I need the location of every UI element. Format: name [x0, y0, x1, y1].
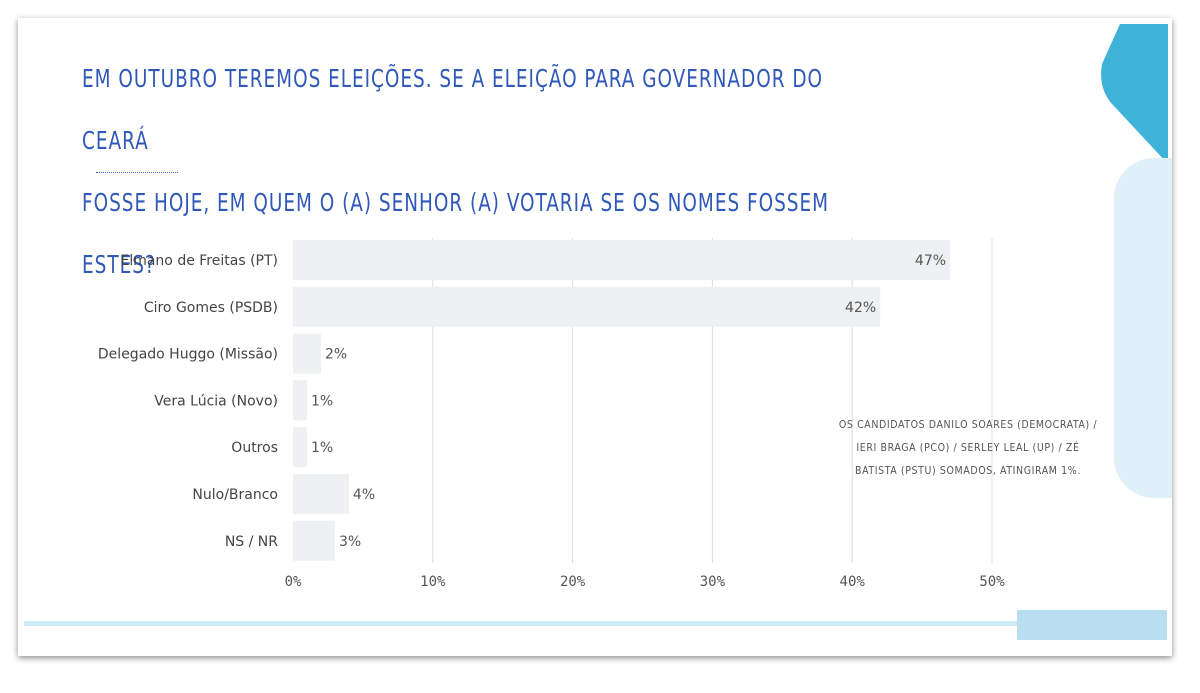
- x-tick-label: 40%: [840, 574, 866, 590]
- bar: [293, 520, 335, 561]
- data-label: 47%: [915, 253, 946, 269]
- category-label: Ciro Gomes (PSDB): [144, 300, 278, 316]
- footer-line: [24, 621, 1114, 626]
- page-title: EM OUTUBRO TEREMOS ELEIÇÕES. SE A ELEIÇÃ…: [82, 48, 869, 296]
- data-label: 4%: [353, 487, 375, 503]
- data-label: 3%: [339, 534, 361, 550]
- chart-note: OS CANDIDATOS DANILO SOARES (DEMOCRATA) …: [838, 419, 1098, 477]
- slide: EM OUTUBRO TEREMOS ELEIÇÕES. SE A ELEIÇÃ…: [18, 18, 1172, 656]
- bar-chart: Elmano de Freitas (PT) 47% Ciro Gomes (PSD…: [98, 238, 1005, 590]
- x-tick-label: 20%: [560, 574, 586, 590]
- x-tick-label: 0%: [285, 574, 302, 590]
- data-label: 42%: [845, 300, 876, 316]
- bar: [293, 286, 881, 327]
- bar: [293, 474, 349, 514]
- footer-block: [1017, 610, 1167, 640]
- corner-decoration: [1101, 24, 1168, 164]
- category-label: Elmano de Freitas (PT): [120, 253, 278, 269]
- bar: [293, 380, 307, 421]
- data-label: 1%: [311, 393, 333, 409]
- category-label: Outros: [231, 440, 278, 456]
- title-line-1: EM OUTUBRO TEREMOS ELEIÇÕES. SE A ELEIÇÃ…: [82, 64, 824, 155]
- title-underline: [96, 172, 178, 173]
- category-label: NS / NR: [225, 534, 278, 550]
- data-label: 1%: [311, 440, 333, 456]
- data-label: 2%: [325, 347, 347, 363]
- category-label: Delegado Huggo (Missão): [98, 347, 278, 363]
- side-decoration: [1114, 158, 1172, 498]
- bar: [293, 333, 321, 374]
- bar: [293, 240, 951, 280]
- category-label: Vera Lúcia (Novo): [154, 393, 278, 409]
- category-label: Nulo/Branco: [192, 487, 278, 503]
- title-line-2: FOSSE HOJE, EM QUEM O (A) SENHOR (A) VOT…: [82, 188, 830, 279]
- x-tick-label: 50%: [979, 574, 1005, 590]
- x-tick-label: 10%: [420, 574, 446, 590]
- bar: [293, 427, 307, 468]
- x-tick-label: 30%: [700, 574, 726, 590]
